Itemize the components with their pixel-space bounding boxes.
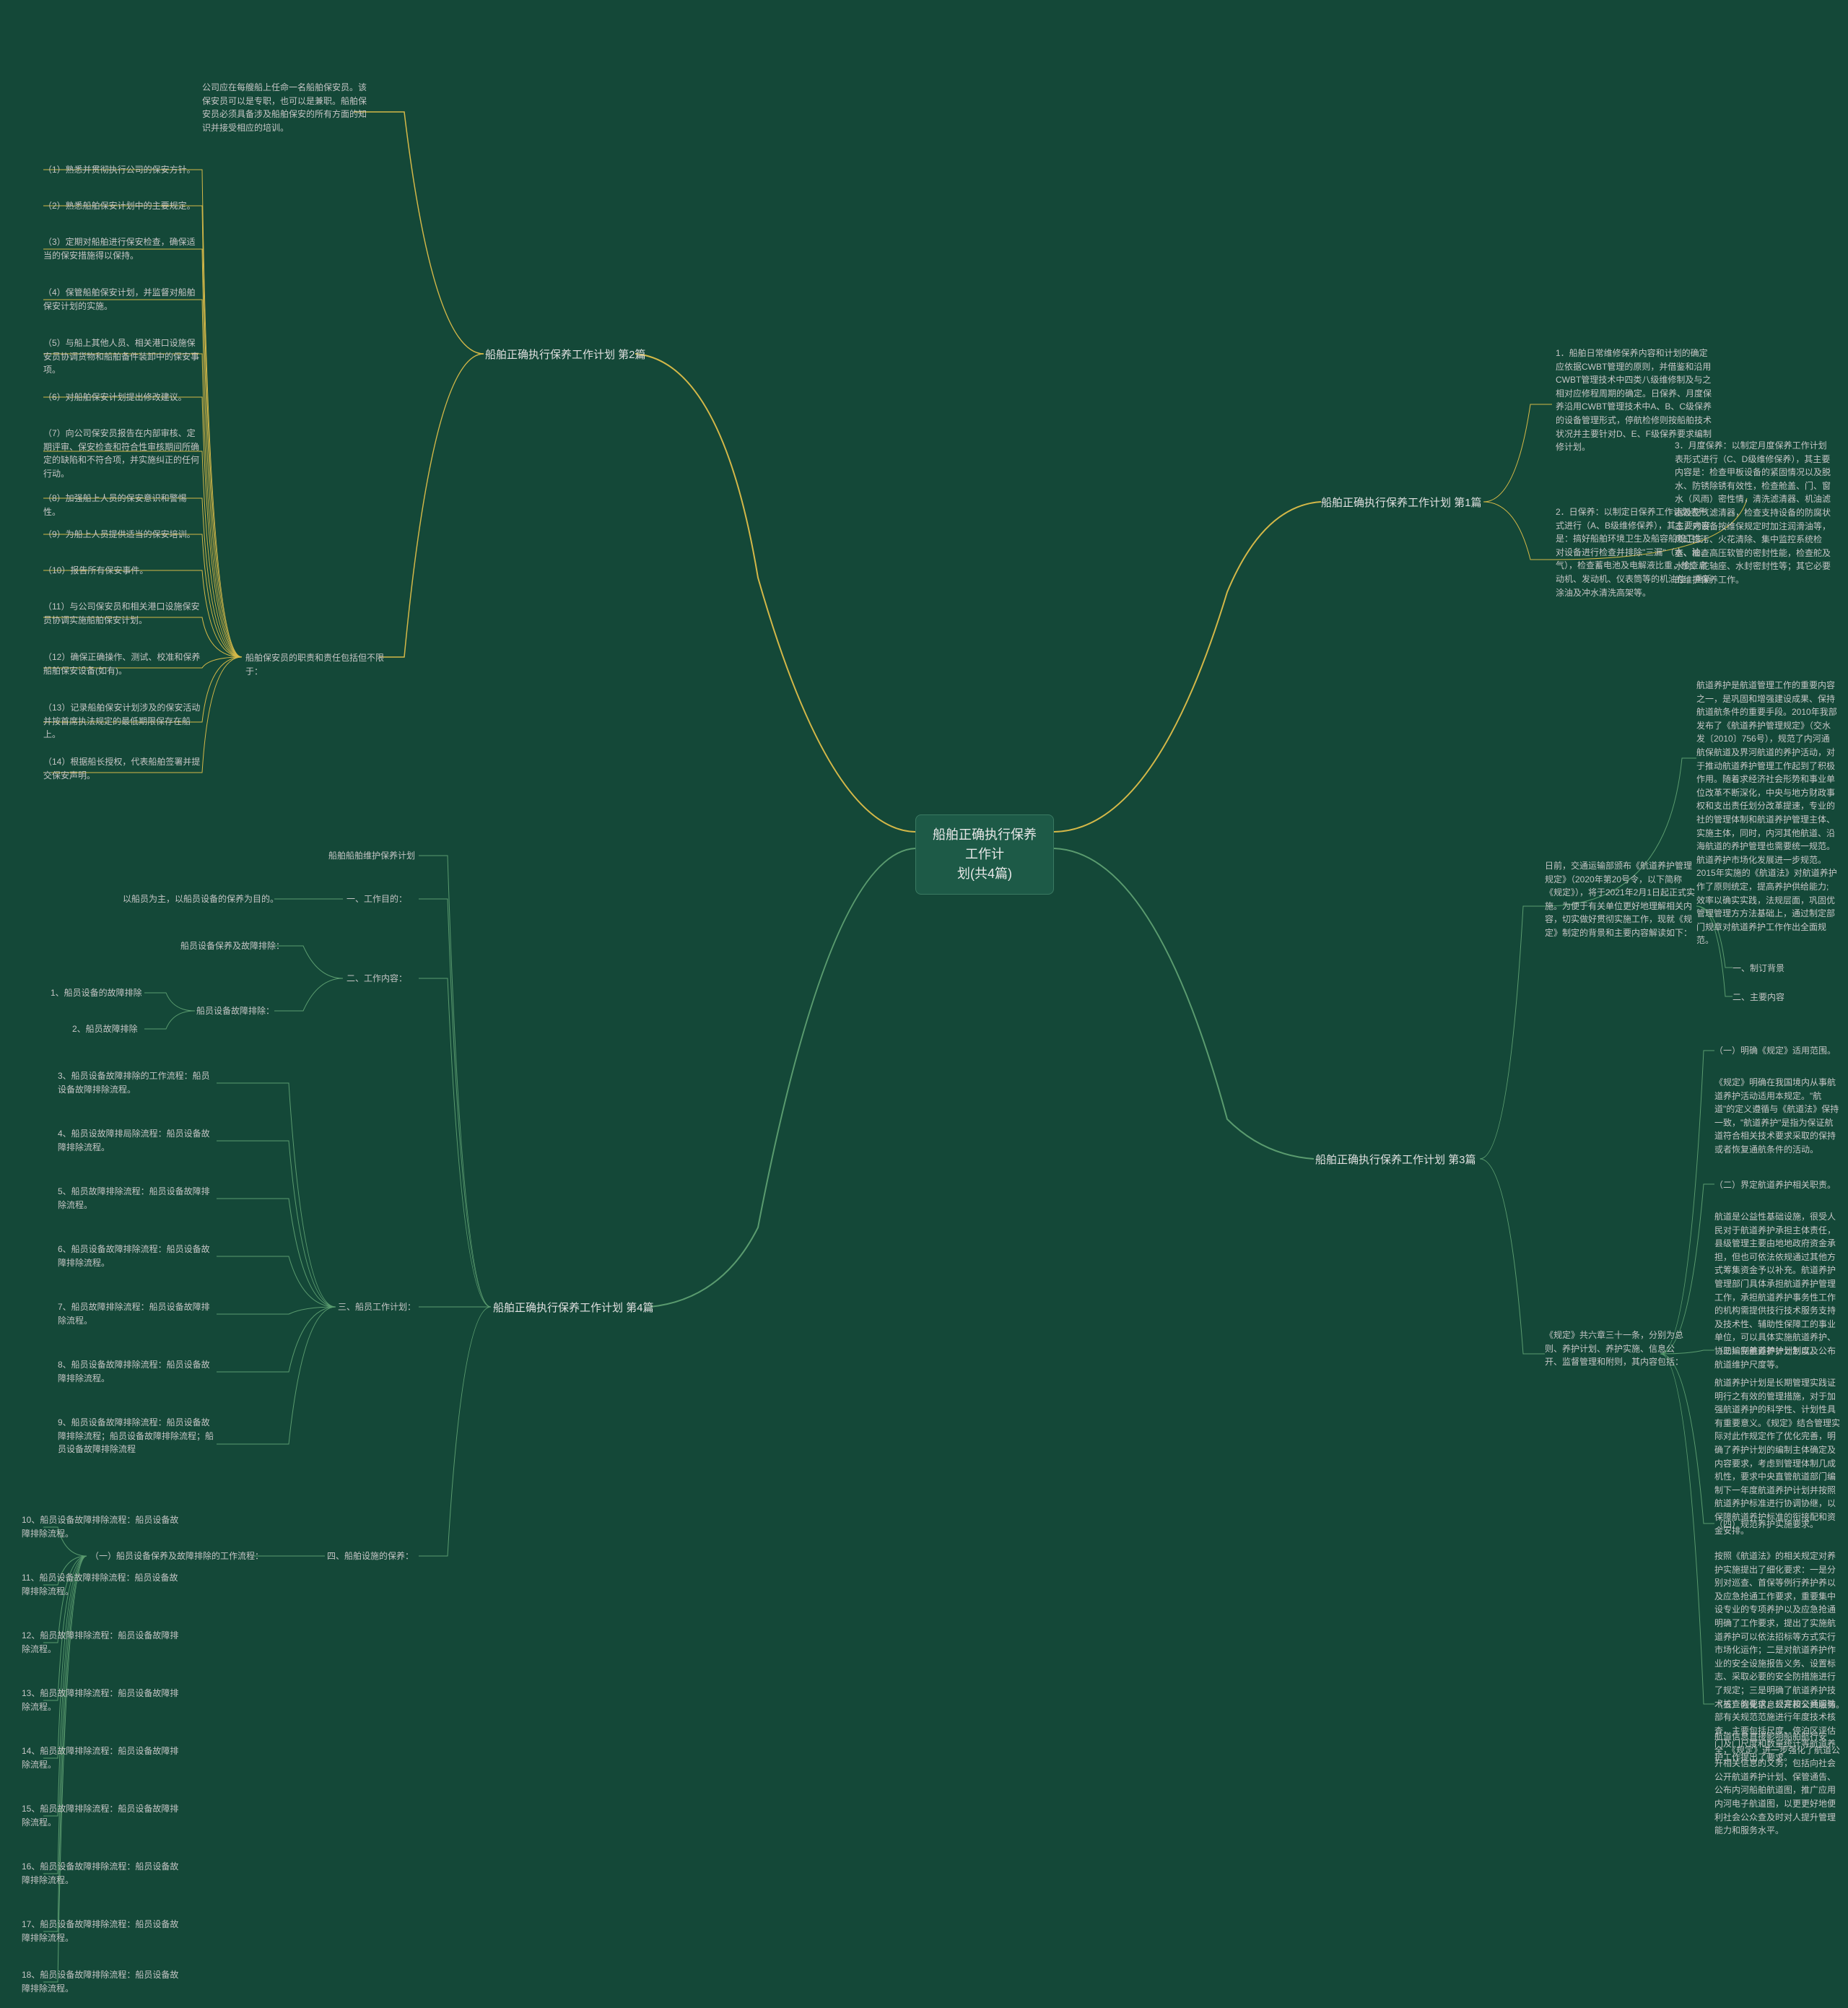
p4-work-content-sub1: 船员设备保养及故障排除： bbox=[180, 939, 284, 953]
root-title: 船舶正确执行保养工作计划(共4篇) bbox=[933, 827, 1037, 881]
p4-wp-item-6: 6、船员设备故障排除流程：船员设备故障排除流程。 bbox=[58, 1243, 217, 1269]
p4-wc-item-1: 1、船员设备的故障排除 bbox=[51, 986, 142, 1000]
p4-wp-item-3: 3、船员设备故障排除的工作流程：船员设备故障排除流程。 bbox=[58, 1069, 217, 1096]
p4-eq-item-18: 18、船员设备故障排除流程：船员设备故障排除流程。 bbox=[22, 1968, 180, 1995]
p3-sec1-title: 一、制订背景 bbox=[1732, 962, 1784, 975]
p4-wc-item-2: 2、船员故障排除 bbox=[72, 1022, 138, 1036]
p4-work-goal-title: 一、工作目的： bbox=[346, 892, 407, 906]
branch-p2: 船舶正确执行保养工作计划 第2篇 bbox=[485, 347, 646, 364]
p2-item-5: （5）与船上其他人员、相关港口设施保安员协调货物和船舶备件装卸中的保安事项。 bbox=[43, 336, 202, 377]
p1-item-1: 1．船舶日常维修保养内容和计划的确定应依据CWBT管理的原则，并借鉴和沿用CWB… bbox=[1556, 347, 1714, 454]
p2-subtitle: 船舶保安员的职责和责任包括但不限于： bbox=[245, 651, 390, 678]
p4-equipment-sub: （一）船员设备保养及故障排除的工作流程： bbox=[90, 1550, 263, 1563]
p3-part-2-h: （二）界定航道养护相关职责。 bbox=[1714, 1178, 1836, 1192]
p1-item-3: 3．月度保养：以制定月度保养工作计划表形式进行（C、D级维修保养），其主要内容是… bbox=[1675, 439, 1834, 587]
p4-wp-item-8: 8、船员设备故障排除流程：船员设备故障排除流程。 bbox=[58, 1358, 217, 1385]
p2-item-1: （1）熟悉并贯彻执行公司的保安方针。 bbox=[43, 163, 196, 177]
p3-part-4-h: （四）规范养护实施要求。 bbox=[1714, 1518, 1818, 1531]
p4-wp-item-9: 9、船员设备故障排除流程：船员设备故障排除流程；船员设备故障排除流程；船员设备故… bbox=[58, 1416, 217, 1456]
p4-eq-item-16: 16、船员设备故障排除流程：船员设备故障排除流程。 bbox=[22, 1860, 180, 1887]
p4-l1: 船舶船舶维护保养计划 bbox=[328, 849, 415, 863]
p3-part-5-t: 航道信息直接影响船舶航行安全，《规定》进一步强化了航道公开相关信息的义务，包括向… bbox=[1714, 1730, 1841, 1838]
branch-p1: 船舶正确执行保养工作计划 第1篇 bbox=[1321, 495, 1482, 512]
p4-eq-item-12: 12、船员故障排除流程：船员设备故障排除流程。 bbox=[22, 1629, 180, 1656]
p2-item-13: （13）记录船舶保安计划涉及的保安活动并按首席执法规定的最低期限保存在船上。 bbox=[43, 701, 202, 742]
p4-eq-item-14: 14、船员故障排除流程：船员设备故障排除流程。 bbox=[22, 1744, 180, 1771]
p3-sec2-intro: 《规定》共六章三十一条，分别为总则、养护计划、养护实施、信息公开、监督管理和附则… bbox=[1545, 1329, 1689, 1369]
p2-item-12: （12）确保正确操作、测试、校准和保养船舶保安设备(如有)。 bbox=[43, 651, 202, 677]
p4-wp-item-7: 7、船员故障排除流程：船员设备故障排除流程。 bbox=[58, 1300, 217, 1327]
mindmap-edges bbox=[0, 0, 1848, 2008]
p2-item-4: （4）保管船舶保安计划，并监督对船舶保安计划的实施。 bbox=[43, 286, 202, 313]
p4-wp-item-4: 4、船员设故障排局除流程：船员设备故障排除流程。 bbox=[58, 1127, 217, 1154]
p3-part-3-h: （三）完善养护计划制度。 bbox=[1714, 1344, 1818, 1358]
branch-p4: 船舶正确执行保养工作计划 第4篇 bbox=[493, 1300, 654, 1317]
p3-part-3-t: 航道养护计划是长期管理实践证明行之有效的管理措施，对于加强航道养护的科学性、计划… bbox=[1714, 1376, 1841, 1537]
p2-item-11: （11）与公司保安员和相关港口设施保安员协调实施船舶保安计划。 bbox=[43, 600, 202, 627]
p3-sec2-title: 二、主要内容 bbox=[1732, 991, 1784, 1004]
p2-item-2: （2）熟悉船舶保安计划中的主要规定。 bbox=[43, 199, 196, 213]
p4-eq-item-15: 15、船员故障排除流程：船员设备故障排除流程。 bbox=[22, 1802, 180, 1829]
p3-sec1-content: 航道养护是航道管理工作的重要内容之一，是巩固和增强建设成果、保持航道航条件的重要… bbox=[1696, 679, 1837, 947]
p4-work-content-title: 二、工作内容： bbox=[346, 972, 407, 986]
p4-eq-item-17: 17、船员设备故障排除流程：船员设备故障排除流程。 bbox=[22, 1918, 180, 1944]
p3-intro: 日前，交通运输部颁布《航道养护管理规定》（2020年第20号令，以下简称《规定》… bbox=[1545, 859, 1696, 940]
p2-item-3: （3）定期对船舶进行保安检查，确保适当的保安措施得以保持。 bbox=[43, 235, 202, 262]
p3-part-1-h: （一）明确《规定》适用范围。 bbox=[1714, 1044, 1836, 1058]
p2-item-8: （8）加强船上人员的保安意识和警惕性。 bbox=[43, 492, 202, 518]
p3-part-1-t: 《规定》明确在我国境内从事航道养护活动适用本规定。"航道"的定义遵循与《航道法》… bbox=[1714, 1076, 1841, 1157]
p4-eq-item-11: 11、船员设备故障排除流程：船员设备故障排除流程。 bbox=[22, 1571, 180, 1598]
p4-equipment-title: 四、船舶设施的保养： bbox=[327, 1550, 414, 1563]
p4-work-content-sub2: 船员设备故障排除： bbox=[196, 1004, 274, 1018]
p2-intro: 公司应在每艘船上任命一名船舶保安员。该保安员可以是专职，也可以是兼职。船舶保安员… bbox=[202, 81, 368, 134]
p2-item-6: （6）对船舶保安计划提出修改建议。 bbox=[43, 391, 187, 404]
p4-wp-item-5: 5、船员故障排除流程：船员设备故障排除流程。 bbox=[58, 1185, 217, 1212]
p2-item-9: （9）为船上人员提供适当的保安培训。 bbox=[43, 528, 196, 542]
p2-item-10: （10）报告所有保安事件。 bbox=[43, 564, 148, 578]
p2-item-7: （7）向公司保安员报告在内部审核、定期评审、保安检查和符合性审核期间所确定的缺陷… bbox=[43, 427, 202, 480]
branch-p3: 船舶正确执行保养工作计划 第3篇 bbox=[1315, 1152, 1476, 1169]
p4-eq-item-13: 13、船员故障排除流程：船员设备故障排除流程。 bbox=[22, 1687, 180, 1713]
p4-eq-item-10: 10、船员设备故障排除流程：船员设备故障排除流程。 bbox=[22, 1513, 180, 1540]
p4-work-goal-content: 以船员为主，以船员设备的保养为目的。 bbox=[123, 892, 279, 906]
root-node: 船舶正确执行保养工作计划(共4篇) bbox=[915, 814, 1054, 895]
p2-item-14: （14）根据船长授权，代表船舶签署并提交保安声明。 bbox=[43, 755, 202, 782]
p4-work-plan-title: 三、船员工作计划： bbox=[338, 1300, 416, 1314]
p3-part-5-h: （五）强化信息公开和公共服务。 bbox=[1714, 1698, 1844, 1712]
